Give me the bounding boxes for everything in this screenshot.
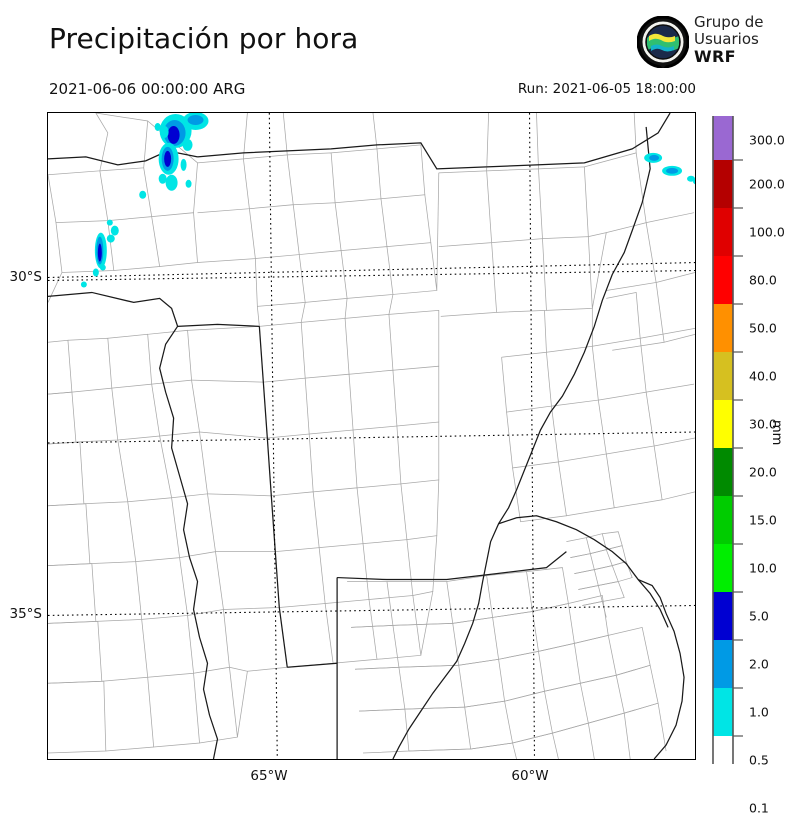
precip-cell-isolated-2: [80, 281, 87, 288]
colorbar-tick-1: 1.0: [749, 704, 769, 720]
lat-label-35S: 35°S: [9, 606, 43, 622]
page-title: Precipitación por hora: [49, 22, 359, 55]
graticule-lines: [48, 113, 695, 759]
logo-line-1: Grupo de: [694, 13, 764, 31]
colorbar-tick-5: 5.0: [749, 608, 769, 624]
graticule-lat-35S: [48, 604, 695, 616]
map-canvas[interactable]: [47, 112, 696, 760]
logo-line-3: WRF: [694, 47, 736, 66]
logo-text: Grupo de Usuarios WRF: [694, 13, 764, 66]
graticule-lon-65W: [268, 113, 278, 759]
globe-seal-icon: [636, 15, 690, 69]
lon-label-60W: 60°W: [511, 768, 549, 784]
valid-time-label: 2021-06-06 00:00:00 ARG: [49, 80, 246, 98]
colorbar-tick-40: 40.0: [749, 368, 777, 384]
colorbar-tick-15: 15.0: [749, 512, 777, 528]
colorbar[interactable]: 300.0 200.0 100.0 80.0 50.0 40.0 30.0 20…: [711, 116, 785, 816]
province-boundaries: [48, 113, 685, 759]
colorbar-tick-01: 0.1: [749, 800, 769, 816]
colorbar-tick-50: 50.0: [749, 320, 777, 336]
colorbar-tick-10: 10.0: [749, 560, 777, 576]
wrf-user-group-logo: Grupo de Usuarios WRF: [636, 13, 797, 70]
precip-cell-isolated-1: [185, 179, 192, 188]
colorbar-tick-200: 200.0: [749, 176, 785, 192]
colorbar-swatches: [712, 116, 743, 764]
lon-label-65W: 65°W: [250, 768, 288, 784]
precip-cell-cluster-west: [92, 219, 119, 277]
precip-cell-isolated-3: [139, 190, 147, 199]
precipitation-field: [80, 113, 695, 288]
department-boundaries: [48, 113, 695, 759]
colorbar-unit-label: mm: [769, 420, 784, 446]
colorbar-tick-30: 30.0: [749, 416, 777, 432]
colorbar-tick-20: 20.0: [749, 464, 777, 480]
precip-cell-cluster-northeast: [644, 152, 695, 185]
logo-line-2: Usuarios: [694, 30, 759, 48]
lat-label-30S: 30°S: [9, 269, 43, 285]
colorbar-tick-100: 100.0: [749, 224, 785, 240]
map-vector-layer: [48, 113, 695, 759]
graticule-lat-25S: [48, 261, 695, 279]
colorbar-tick-05: 0.5: [749, 752, 769, 768]
colorbar-tick-80: 80.0: [749, 272, 777, 288]
colorbar-tick-300: 300.0: [749, 132, 785, 148]
graticule-lon-60W: [528, 113, 536, 759]
colorbar-tick-2: 2.0: [749, 656, 769, 672]
precip-cell-cluster-northwest: [154, 113, 209, 191]
run-time-label: Run: 2021-06-05 18:00:00: [517, 81, 696, 97]
